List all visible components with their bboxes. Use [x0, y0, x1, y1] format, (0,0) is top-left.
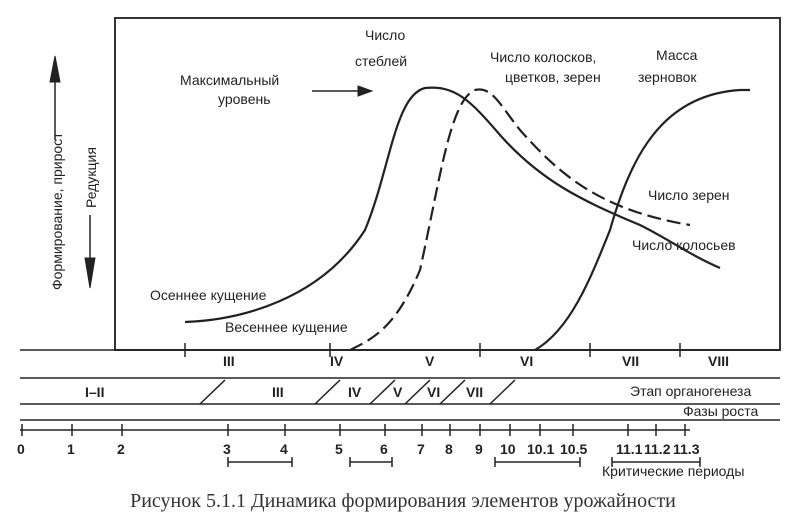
- stage-numeral: IV: [330, 353, 344, 369]
- y-axis-label-reduction: Редукция: [83, 147, 99, 208]
- critical-tick: 6: [380, 441, 388, 457]
- label-stems-2: стеблей: [355, 53, 407, 69]
- label-grains-count: Число зерен: [648, 187, 730, 203]
- stage-numeral: VII: [622, 353, 639, 369]
- organogenesis-stage: V: [393, 384, 403, 400]
- up-arrow-icon: [49, 55, 61, 83]
- critical-periods-axis: [20, 424, 701, 467]
- critical-tick: 10.5: [560, 441, 587, 457]
- stage-numeral: V: [425, 353, 435, 369]
- stage-numeral: III: [223, 353, 235, 369]
- stage-numeral: VI: [520, 353, 533, 369]
- label-autumn-tillering: Осеннее кущение: [150, 287, 267, 303]
- right-arrow-icon: [357, 85, 374, 97]
- organogenesis-first: I–II: [85, 384, 104, 400]
- label-spring-tillering: Весеннее кущение: [225, 319, 348, 335]
- critical-tick: 11.2: [644, 441, 671, 457]
- label-ears-count: Число колосьев: [632, 237, 736, 253]
- critical-tick: 11.3: [673, 441, 700, 457]
- curve-ears-flowers: [349, 88, 691, 351]
- curve-stems: [184, 86, 721, 324]
- critical-tick: 9: [475, 441, 483, 457]
- critical-tick: 10.1: [527, 441, 554, 457]
- label-stems-1: Число: [365, 27, 405, 43]
- organogenesis-stage: VII: [466, 384, 483, 400]
- label-grain-mass-2: зерновок: [638, 69, 697, 85]
- label-ears-flowers-1: Число колосков,: [490, 49, 596, 65]
- curves: [184, 86, 750, 351]
- stage-axis: [20, 343, 780, 357]
- critical-tick: 3: [223, 441, 231, 457]
- y-axis: [49, 55, 96, 289]
- organogenesis-stage: III: [272, 384, 284, 400]
- label-max-level-2: уровень: [218, 91, 271, 107]
- stage-numeral: VIII: [708, 353, 729, 369]
- down-arrow-icon: [84, 257, 96, 289]
- critical-tick: 8: [445, 441, 453, 457]
- critical-tick: 4: [280, 441, 288, 457]
- curve-grain-mass: [534, 88, 750, 351]
- critical-tick: 7: [417, 441, 425, 457]
- critical-periods-row-label: Критические периоды: [602, 463, 744, 479]
- figure-caption: Рисунок 5.1.1 Динамика формирования элем…: [130, 490, 676, 512]
- growth-phases-row-label: Фазы роста: [683, 403, 758, 419]
- critical-tick: 1: [67, 441, 75, 457]
- label-max-level-1: Максимальный: [180, 72, 279, 88]
- organogenesis-row-label: Этап органогенеза: [630, 383, 751, 399]
- critical-tick: 2: [117, 441, 125, 457]
- max-level-arrow: [312, 85, 374, 97]
- organogenesis-stage: VI: [427, 384, 440, 400]
- critical-tick: 0: [17, 441, 25, 457]
- critical-tick: 10: [500, 441, 516, 457]
- critical-tick: 5: [335, 441, 343, 457]
- critical-tick: 11.1: [616, 441, 643, 457]
- label-ears-flowers-2: цветков, зерен: [505, 69, 601, 85]
- organogenesis-stage: IV: [348, 384, 362, 400]
- y-axis-label-formation: Формирование, прирост: [49, 132, 65, 290]
- label-grain-mass-1: Масса: [656, 47, 698, 63]
- organogenesis-band: [20, 377, 780, 405]
